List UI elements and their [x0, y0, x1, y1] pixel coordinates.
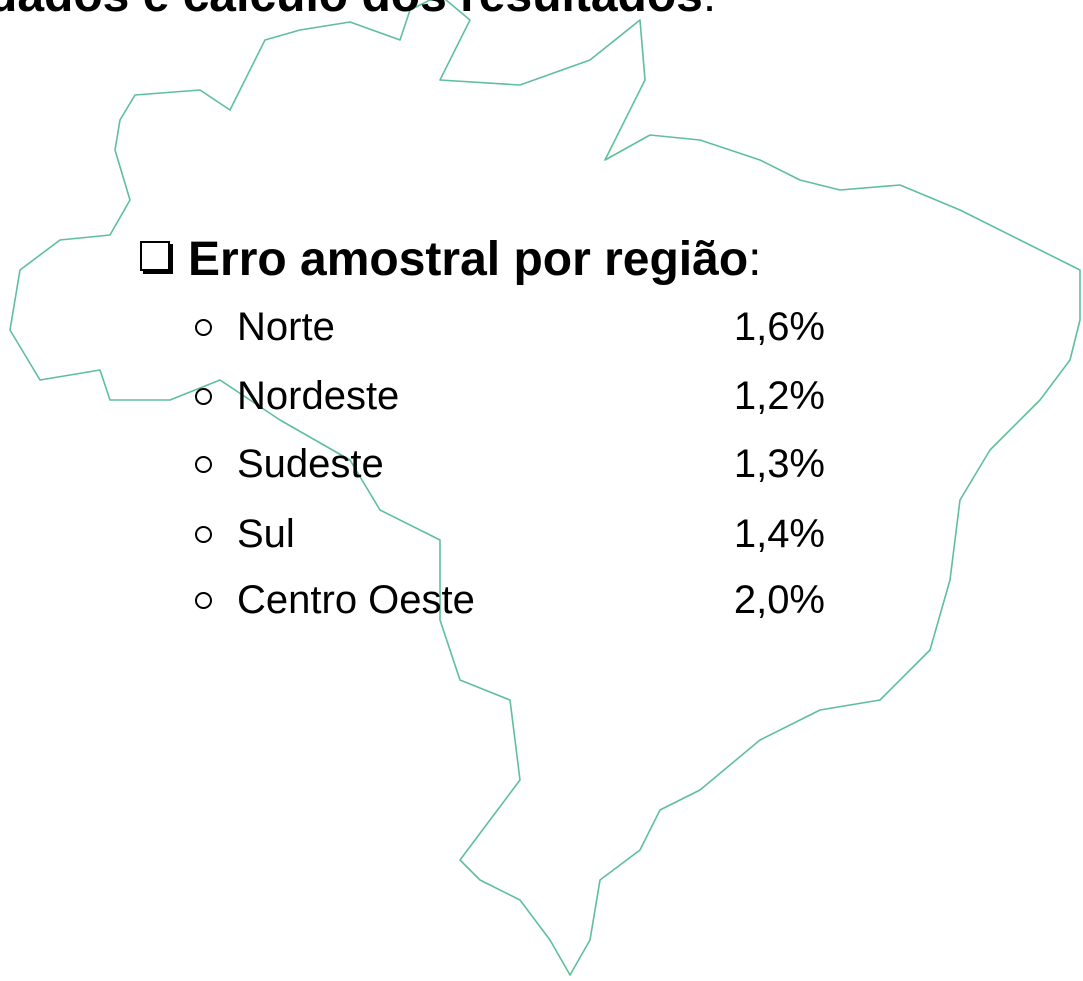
list-row: Centro Oeste 2,0% — [195, 578, 825, 628]
region-name: Sudeste — [237, 442, 384, 486]
error-value: 1,3% — [733, 442, 825, 486]
error-value: 1,4% — [733, 512, 825, 556]
bullet-circle — [195, 319, 212, 336]
bullet-circle — [195, 592, 212, 609]
bullet-circle — [195, 456, 212, 473]
region-name: Nordeste — [237, 374, 400, 418]
error-value: 1,6% — [733, 305, 825, 349]
bullet-circle — [195, 526, 212, 543]
region-name: Sul — [237, 512, 295, 556]
list-row: Nordeste 1,2% — [195, 374, 825, 424]
error-value: 1,2% — [733, 374, 825, 418]
list-row: Sudeste 1,3% — [195, 442, 825, 492]
list-row: Norte 1,6% — [195, 305, 825, 355]
map-outline — [9, 0, 1081, 976]
error-value: 2,0% — [733, 578, 825, 622]
bullet-circle — [195, 388, 212, 405]
bullet-box — [140, 241, 170, 271]
region-name: Norte — [237, 305, 335, 349]
list-row: Sul 1,4% — [195, 512, 825, 562]
region-name: Centro Oeste — [237, 578, 475, 622]
heading-text: Erro amostral por região — [188, 233, 749, 286]
section-heading: Erro amostral por região: — [140, 232, 762, 287]
title-suffix: : — [703, 0, 716, 22]
title-text: dados e cálculo dos resultados — [0, 0, 703, 22]
slide-title: dados e cálculo dos resultados: — [0, 0, 716, 23]
heading-suffix: : — [748, 233, 762, 286]
